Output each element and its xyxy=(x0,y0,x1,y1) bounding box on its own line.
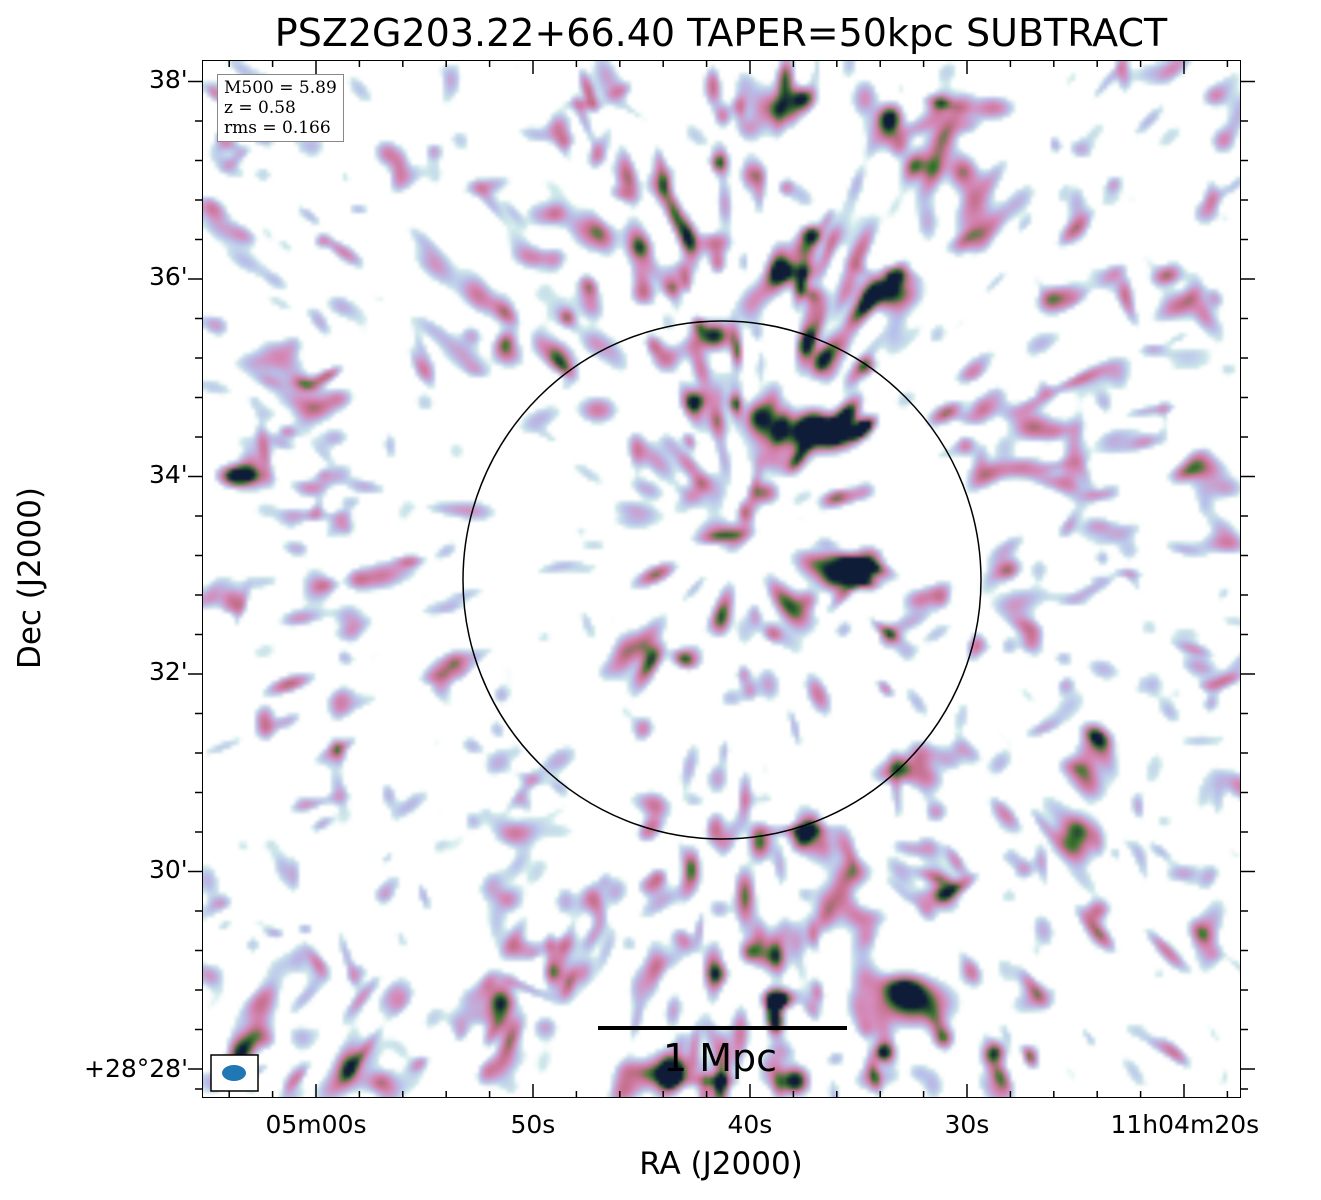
y-tick-label: 30' xyxy=(149,855,188,884)
x-tick-label: 30s xyxy=(944,1110,990,1139)
x-tick-label: 11h04m20s xyxy=(1110,1110,1260,1139)
x-tick-label: 05m00s xyxy=(265,1110,367,1139)
y-tick-label: +28°28' xyxy=(84,1054,188,1083)
y-tick-label: 36' xyxy=(149,262,188,291)
y-tick-label: 34' xyxy=(149,460,188,489)
x-tick-label: 50s xyxy=(510,1110,556,1139)
m500-text: M500 = 5.89 xyxy=(224,78,337,98)
plot-area: M500 = 5.89 z = 0.58 rms = 0.166 xyxy=(202,60,1241,1098)
x-tick-label: 40s xyxy=(727,1110,773,1139)
overlay xyxy=(210,320,982,1092)
r500-circle xyxy=(462,320,982,840)
info-box: M500 = 5.89 z = 0.58 rms = 0.166 xyxy=(217,74,344,142)
rms-text: rms = 0.166 xyxy=(224,118,331,138)
scale-bar-label: 1 Mpc xyxy=(662,1036,778,1080)
beam-ellipse xyxy=(222,1065,246,1081)
chart-title: PSZ2G203.22+66.40 TAPER=50kpc SUBTRACT xyxy=(274,11,1168,55)
y-tick-label: 38' xyxy=(149,65,188,94)
x-axis-label: RA (J2000) xyxy=(639,1146,803,1182)
radio-map-image xyxy=(203,61,1240,1097)
y-tick-label: 32' xyxy=(149,657,188,686)
redshift-text: z = 0.58 xyxy=(224,98,296,118)
y-axis-label: Dec (J2000) xyxy=(12,486,48,670)
